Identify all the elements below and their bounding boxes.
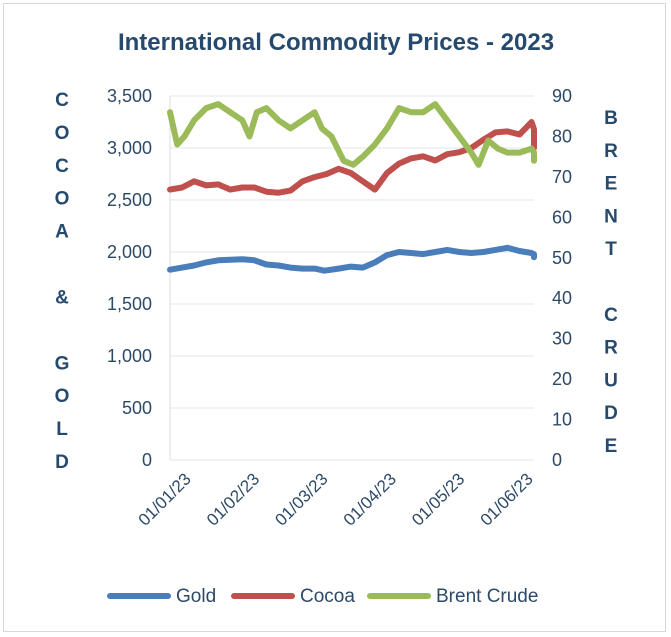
left-axis-label-letter: C xyxy=(55,90,69,111)
left-tick-label: 3,500 xyxy=(107,86,152,106)
right-tick-label: 90 xyxy=(552,86,572,106)
right-axis-label-letter: E xyxy=(605,436,618,457)
legend: Gold Cocoa Brent Crude xyxy=(107,586,538,607)
right-tick-label: 30 xyxy=(552,329,572,349)
right-axis-label-letter: E xyxy=(605,174,618,195)
x-tick-label: 01/06/23 xyxy=(477,469,537,529)
right-tick-label: 60 xyxy=(552,207,572,227)
left-tick-label: 500 xyxy=(122,398,152,418)
left-axis-ticks: 0 500 1,000 1,500 2,000 2,500 3,000 3,500 xyxy=(107,86,152,470)
left-tick-label: 1,500 xyxy=(107,294,152,314)
grid-layer xyxy=(169,95,534,461)
left-axis-label-letter: & xyxy=(55,287,69,308)
left-tick-label: 2,000 xyxy=(107,242,152,262)
series-layer xyxy=(167,101,537,274)
chart-title: International Commodity Prices - 2023 xyxy=(118,29,554,56)
series-line-gold xyxy=(167,244,537,274)
right-axis-label-letter: R xyxy=(604,338,618,359)
right-axis-ticks: 0 10 20 30 40 50 60 70 80 90 xyxy=(552,86,572,470)
left-axis-label-letter: O xyxy=(55,386,70,407)
x-axis-ticks: 01/01/23 01/02/23 01/03/23 01/04/23 01/05/23… xyxy=(135,469,537,529)
right-axis-label-letter: C xyxy=(604,305,618,326)
x-tick-label: 01/02/23 xyxy=(203,469,263,529)
left-axis-label-letter: D xyxy=(55,452,69,473)
x-tick-label: 01/04/23 xyxy=(340,469,400,529)
left-axis-label-letter: O xyxy=(55,189,70,210)
series-line-cocoa xyxy=(167,119,537,196)
left-axis-label-letter: L xyxy=(56,419,68,440)
right-axis-label-letter: B xyxy=(604,108,618,129)
right-axis-label-letter: N xyxy=(604,206,618,227)
right-tick-label: 80 xyxy=(552,126,572,146)
series-line-brent-crude xyxy=(167,101,537,168)
legend-label: Brent Crude xyxy=(436,586,538,607)
left-tick-label: 3,000 xyxy=(107,138,152,158)
x-tick-label: 01/01/23 xyxy=(135,469,195,529)
right-tick-label: 70 xyxy=(552,167,572,187)
x-tick-label: 01/03/23 xyxy=(271,469,331,529)
right-tick-label: 20 xyxy=(552,369,572,389)
left-tick-label: 1,000 xyxy=(107,346,152,366)
left-axis-label-letter: O xyxy=(55,123,70,144)
chart-frame xyxy=(3,3,666,632)
right-tick-label: 40 xyxy=(552,288,572,308)
right-axis-label-letter: U xyxy=(604,370,618,391)
left-axis-label-letter: G xyxy=(55,353,70,374)
right-tick-label: 0 xyxy=(552,450,562,470)
legend-label: Gold xyxy=(176,586,216,607)
right-axis-label-letter: R xyxy=(604,141,618,162)
legend-label: Cocoa xyxy=(300,586,355,607)
left-tick-label: 0 xyxy=(142,450,152,470)
left-axis-label-letter: C xyxy=(55,156,69,177)
left-tick-label: 2,500 xyxy=(107,190,152,210)
left-axis-label-letter: A xyxy=(55,222,69,243)
right-axis-label-letter: D xyxy=(604,403,618,424)
right-tick-label: 10 xyxy=(552,410,572,430)
right-axis-label-letter: T xyxy=(605,239,617,260)
right-tick-label: 50 xyxy=(552,248,572,268)
x-tick-label: 01/05/23 xyxy=(408,469,468,529)
